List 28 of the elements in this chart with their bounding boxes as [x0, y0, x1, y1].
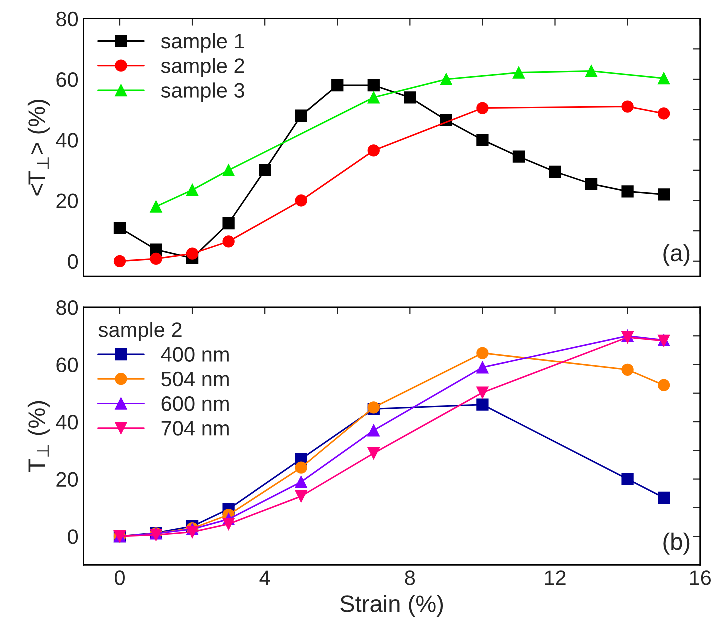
legend-label: 704 nm — [162, 421, 229, 436]
legend-label: 600 nm — [162, 396, 229, 412]
legend-label: sample 3 — [161, 82, 244, 102]
x-tick-label: 8 — [405, 570, 416, 586]
y-tick-label: 20 — [56, 472, 78, 488]
y-tick-label: 40 — [56, 415, 78, 430]
x-axis-title: Strain (%) — [340, 595, 444, 618]
y-axis-title: T$_{⊥}$ (%) — [28, 401, 50, 472]
y-tick-label: 40 — [56, 133, 78, 148]
y-tick-label: 0 — [68, 530, 78, 544]
y-tick-label: 20 — [56, 194, 78, 209]
legend-title: sample 2 — [98, 322, 182, 342]
y-tick-label: 80 — [56, 300, 78, 316]
y-tick-label: 60 — [56, 358, 78, 373]
legend-label: 504 nm — [162, 372, 229, 387]
annotation: (b) — [664, 532, 690, 555]
legend-label: sample 1 — [161, 33, 244, 53]
x-tick-label: 4 — [260, 570, 270, 586]
x-tick-label: 0 — [115, 570, 125, 586]
legend-label: sample 2 — [161, 58, 244, 78]
x-tick-label: 12 — [545, 570, 566, 586]
y-tick-label: 60 — [56, 72, 78, 88]
annotation: (a) — [664, 244, 690, 266]
legend-label: 400 nm — [161, 347, 229, 362]
y-tick-label: 80 — [56, 12, 78, 27]
y-axis-title: <T$_{⊥}$> (%) — [28, 100, 50, 196]
y-tick-label: 0 — [68, 254, 78, 270]
x-tick-label: 16 — [690, 570, 712, 586]
